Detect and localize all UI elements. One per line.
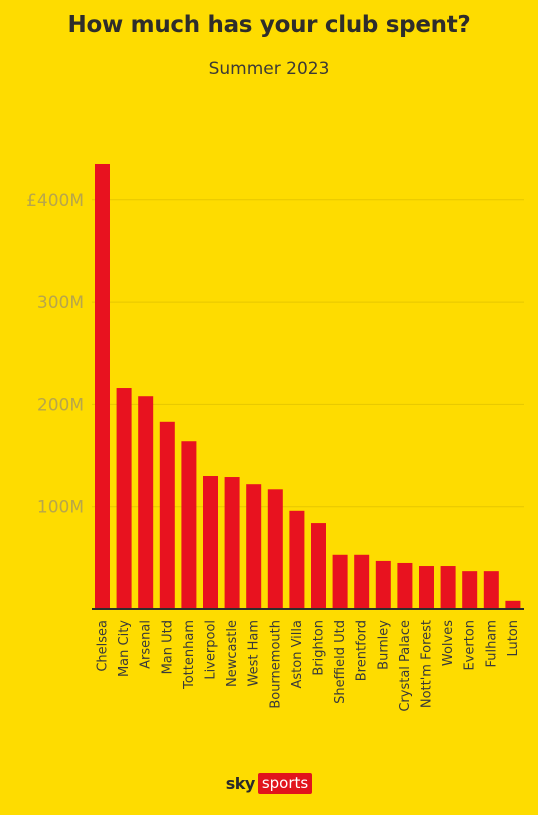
y-tick-label: 200M (37, 395, 84, 415)
x-tick-label: Everton (463, 620, 478, 671)
x-tick-label: Bournemouth (268, 620, 283, 709)
x-tick-label: Fulham (484, 620, 499, 668)
x-tick-label: Sheffield Utd (333, 620, 348, 704)
bar-luton (505, 600, 521, 609)
bar-tottenham (181, 441, 197, 609)
bar-liverpool (203, 476, 218, 609)
bar-arsenal (138, 396, 154, 609)
bar-man-utd (159, 421, 175, 609)
bar-sheffield-utd (332, 554, 348, 609)
bar-west-ham (246, 484, 262, 609)
logo-sky-text: sky (225, 774, 256, 793)
y-tick-label: 300M (37, 293, 84, 313)
x-tick-label: Aston Villa (290, 620, 305, 689)
chart-subtitle: Summer 2023 (208, 59, 330, 79)
bar-crystal-palace (397, 562, 413, 609)
sky-sports-logo: sky sports (0, 773, 538, 794)
bar-nott-m-forest (419, 566, 434, 609)
x-tick-label: Wolves (441, 620, 456, 666)
x-tick-label: Man Utd (160, 620, 175, 674)
x-tick-label: Chelsea (96, 620, 111, 672)
x-tick-label: Brentford (355, 620, 370, 681)
bar-bournemouth (267, 489, 283, 609)
bar-brighton (311, 523, 326, 609)
x-tick-label: West Ham (247, 620, 262, 687)
x-tick-label: Arsenal (139, 620, 154, 669)
bar-fulham (483, 571, 499, 609)
bar-man-city (116, 388, 132, 609)
bar-chelsea (95, 163, 110, 609)
bar-wolves (440, 566, 456, 609)
bar-newcastle (224, 477, 240, 609)
bar-brentford (354, 554, 370, 609)
x-tick-label: Luton (506, 620, 521, 657)
bar-burnley (375, 560, 391, 609)
bar-aston-villa (289, 510, 305, 609)
chart-title: How much has your club spent? (67, 12, 471, 38)
x-tick-label: Newcastle (225, 620, 240, 687)
x-tick-label: Brighton (312, 620, 327, 676)
x-tick-label: Liverpool (204, 620, 219, 680)
y-tick-label: 100M (37, 498, 84, 518)
x-tick-label: Man City (117, 620, 132, 677)
bar-everton (462, 571, 478, 609)
y-tick-label: £400M (26, 191, 84, 211)
x-tick-label: Crystal Palace (398, 620, 413, 712)
x-tick-label: Tottenham (182, 620, 197, 690)
x-tick-label: Burnley (376, 620, 391, 670)
x-tick-label: Nott'm Forest (420, 620, 435, 708)
logo-sports-text: sports (257, 773, 313, 794)
